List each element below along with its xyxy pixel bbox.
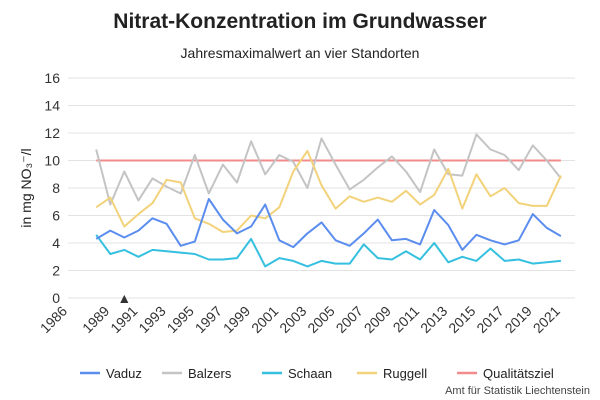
series-line-schaan <box>95 234 561 268</box>
legend-item: Balzers <box>188 366 232 381</box>
y-tick-label: 6 <box>52 208 60 224</box>
x-tick-label: 2013 <box>417 303 450 336</box>
y-tick-labels: 0 2 4 6 8 10 12 14 16 <box>44 70 60 306</box>
x-tick-label: 1997 <box>192 303 225 336</box>
y-tick-label: 10 <box>44 153 60 169</box>
x-tick-label: 1991 <box>107 303 140 336</box>
y-tick-label: 8 <box>52 180 60 196</box>
legend: Vaduz Balzers Schaan Ruggell Qualitätsziel <box>80 366 554 381</box>
series-line-vaduz <box>95 198 562 251</box>
legend-item: Vaduz <box>106 366 142 381</box>
x-tick-label: 2017 <box>473 303 506 336</box>
x-tick-label: 2019 <box>502 303 535 336</box>
y-tick-label: 0 <box>52 290 60 306</box>
x-tick-label: 2021 <box>530 303 563 336</box>
y-tick-label: 12 <box>44 125 60 141</box>
series-line-balzers <box>95 133 562 206</box>
y-tick-label: 4 <box>52 235 60 251</box>
x-tick-label: 2001 <box>248 303 281 336</box>
y-tick-label: 2 <box>52 263 60 279</box>
y-tick-label: 14 <box>44 98 60 114</box>
x-tick-label: 2003 <box>276 303 309 336</box>
y-tick-label: 16 <box>44 70 60 86</box>
x-tick-label: 1993 <box>135 303 168 336</box>
y-axis-label: in mg NO₃⁻/l <box>18 148 34 227</box>
legend-item: Qualitätsziel <box>483 366 554 381</box>
series-lines <box>95 133 562 268</box>
x-tick-label: 2007 <box>333 303 366 336</box>
x-tick-label: 2011 <box>390 303 423 336</box>
series-line-ruggell <box>95 149 562 233</box>
x-tick-label: 2005 <box>304 303 337 336</box>
grid <box>68 77 575 299</box>
chart-subtitle: Jahresmaximalwert an vier Standorten <box>181 45 420 61</box>
x-tick-label: 1995 <box>164 303 197 336</box>
x-tick-labels: 1986 198919911993199519971999200120032005… <box>37 303 563 336</box>
x-tick-label: 2009 <box>361 303 394 336</box>
x-tick-label: 1989 <box>79 303 112 336</box>
x-tick-label: 1986 <box>37 303 70 336</box>
x-tick-label: 2015 <box>445 303 478 336</box>
x-tick-label: 1999 <box>220 303 253 336</box>
marker-triangle: ▲ <box>117 290 131 306</box>
legend-item: Ruggell <box>383 366 427 381</box>
source-note: Amt für Statistik Liechtenstein <box>445 385 590 397</box>
chart-title: Nitrat-Konzentration im Grundwasser <box>113 10 486 33</box>
legend-item: Schaan <box>288 366 332 381</box>
